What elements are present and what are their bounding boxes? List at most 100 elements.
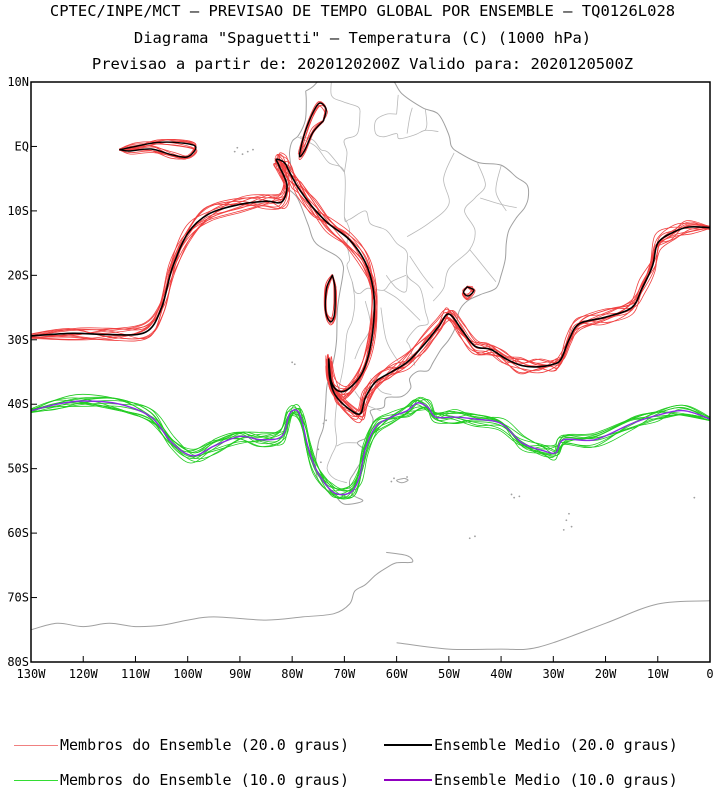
contours-layer: [31, 101, 710, 500]
mean-20-cell: [119, 141, 197, 158]
island-dot: [325, 419, 328, 422]
legend-swatch-members-10: [14, 779, 58, 781]
lat-tick-label: 30S: [7, 333, 29, 347]
lat-tick-label: 80S: [7, 655, 29, 669]
lat-tick-label: 20S: [7, 268, 29, 282]
island-dot: [510, 493, 513, 496]
coastline-1: [396, 477, 409, 484]
island-dot: [693, 496, 696, 499]
island-dot: [570, 525, 573, 528]
lon-tick-label: 130W: [17, 667, 47, 681]
island-dot: [568, 512, 570, 515]
legend-swatch-mean-10: [384, 779, 432, 781]
island-dot: [518, 495, 521, 498]
island-dot: [322, 422, 325, 425]
member-10-contour: [31, 397, 710, 492]
lat-tick-label: 10S: [7, 204, 29, 218]
member-10-contour: [31, 397, 710, 492]
island-dot: [241, 153, 244, 156]
island-dot: [562, 528, 565, 531]
mean-20-cell: [324, 274, 336, 323]
member-20-contour: [31, 161, 710, 418]
lon-tick-label: 70W: [334, 667, 356, 681]
member-10-contour: [31, 405, 710, 499]
legend-label-mean-20: Ensemble Medio (20.0 graus): [434, 736, 678, 754]
island-dot: [293, 363, 296, 366]
member-20-cell: [119, 140, 196, 157]
member-20-cell: [324, 275, 337, 320]
lon-tick-label: 110W: [121, 667, 151, 681]
member-10-contour: [31, 399, 710, 500]
island-dot: [513, 496, 516, 499]
lon-tick-label: 20W: [595, 667, 617, 681]
lon-tick-label: 0: [706, 667, 713, 681]
legend-label-mean-10: Ensemble Medio (10.0 graus): [434, 771, 678, 789]
member-10-contour: [31, 402, 710, 500]
island-dot: [393, 477, 395, 480]
legend-label-members-10: Membros do Ensemble (10.0 graus): [60, 771, 349, 789]
member-20-contour: [31, 163, 710, 418]
legend-mean-10: Ensemble Medio (10.0 graus): [384, 771, 678, 789]
country-border-16: [469, 249, 497, 283]
island-dot: [406, 476, 408, 478]
coastline-0: [285, 82, 530, 505]
country-border-11: [385, 275, 408, 293]
member-10-contour: [31, 401, 710, 499]
lon-tick-label: 80W: [281, 667, 303, 681]
legend-members-20: Membros do Ensemble (20.0 graus): [14, 736, 349, 754]
country-border-13: [406, 152, 455, 238]
chart-title-line-2: Diagrama "Spaguetti" – Temperatura (C) (…: [133, 29, 592, 47]
lat-tick-label: 50S: [7, 462, 29, 476]
country-border-0: [297, 136, 429, 366]
lon-tick-label: 10W: [647, 667, 669, 681]
mean-20-contour: [31, 158, 710, 416]
member-20-contour: [31, 162, 710, 424]
island-dot: [474, 535, 476, 538]
legend-label-members-20: Membros do Ensemble (20.0 graus): [60, 736, 349, 754]
island-dot: [319, 461, 322, 464]
country-border-15: [480, 197, 517, 209]
coastline-2: [31, 551, 414, 631]
country-border-4: [383, 289, 421, 321]
legend-members-10: Membros do Ensemble (10.0 graus): [14, 771, 349, 789]
chart-title-line-3: Previsao a partir de: 2020120200Z Valido…: [91, 55, 634, 73]
lon-tick-label: 120W: [69, 667, 99, 681]
lat-tick-label: 40S: [7, 397, 29, 411]
country-border-12: [432, 163, 486, 302]
plot-frame: [30, 81, 711, 663]
lon-tick-label: 90W: [229, 667, 251, 681]
legend-swatch-mean-20: [384, 744, 432, 746]
country-border-22: [336, 442, 358, 447]
country-border-8: [396, 94, 399, 115]
country-border-17: [409, 255, 434, 289]
country-border-19: [354, 301, 371, 360]
lat-tick-label: 10N: [7, 75, 29, 89]
country-border-10: [424, 109, 428, 131]
lon-tick-label: 60W: [386, 667, 408, 681]
lon-tick-label: 50W: [438, 667, 460, 681]
lat-tick-label: 70S: [7, 591, 29, 605]
chart-title-line-1: CPTEC/INPE/MCT – PREVISAO DE TEMPO GLOBA…: [49, 2, 676, 20]
lat-tick-label: EQ: [15, 139, 29, 153]
island-dot: [233, 150, 236, 153]
member-20-contour: [31, 160, 710, 418]
mean-10-contour: [31, 400, 710, 496]
lon-tick-label: 30W: [542, 667, 564, 681]
country-border-6: [374, 113, 439, 140]
island-dot: [291, 361, 294, 364]
island-dot: [246, 150, 249, 153]
country-border-9: [406, 107, 413, 134]
member-10-contour: [31, 402, 710, 499]
mean-20-cell: [462, 286, 475, 297]
country-border-18: [380, 307, 405, 370]
country-border-7: [330, 82, 361, 112]
country-border-14: [495, 165, 507, 212]
legend-swatch-members-20: [14, 744, 58, 746]
lon-tick-label: 40W: [490, 667, 512, 681]
island-dot: [236, 146, 239, 149]
country-border-21: [354, 391, 382, 412]
island-dot: [252, 148, 254, 151]
legend-mean-20: Ensemble Medio (20.0 graus): [384, 736, 678, 754]
